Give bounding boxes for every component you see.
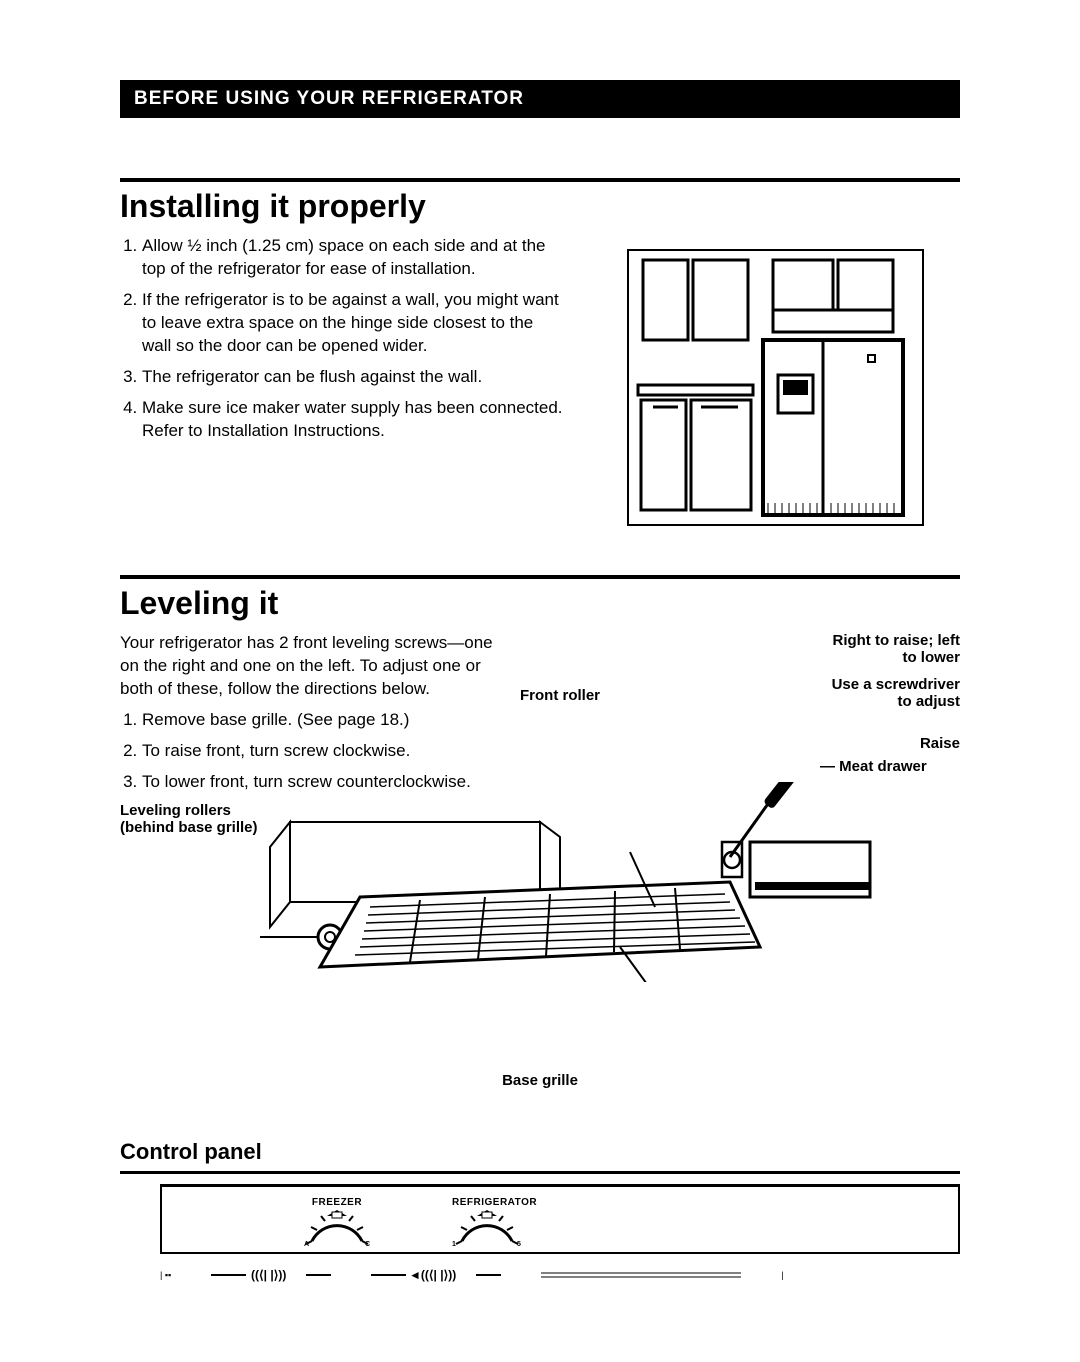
label-front-roller: Front roller: [520, 687, 600, 704]
install-list: Allow ½ inch (1.25 cm) space on each sid…: [120, 235, 566, 443]
install-item-3: The refrigerator can be flush against th…: [142, 366, 566, 389]
control-title: Control panel: [120, 1139, 960, 1165]
label-raise: Raise: [820, 735, 960, 752]
svg-text:◄((⟨| |⟩)): ◄((⟨| |⟩)): [409, 1268, 456, 1282]
strip-right-mark: |: [781, 1270, 783, 1280]
install-item-2: If the refrigerator is to be against a w…: [142, 289, 566, 358]
leveling-item-3-text: To lower front, turn screw counterclockw…: [142, 772, 471, 791]
header-title: BEFORE USING YOUR REFRIGERATOR: [134, 88, 524, 109]
label-meat-drawer: — Meat drawer: [820, 758, 960, 775]
install-item-1-text: Allow ½ inch (1.25 cm) space on each sid…: [142, 236, 546, 278]
install-title: Installing it properly: [120, 188, 960, 225]
leveling-item-2: To raise front, turn screw clockwise.: [142, 740, 506, 763]
strip-left-mark: | ▪▪: [160, 1270, 171, 1280]
install-item-1: Allow ½ inch (1.25 cm) space on each sid…: [142, 235, 566, 281]
label-base-grille: Base grille: [120, 1072, 960, 1089]
svg-text:C: C: [365, 1241, 370, 1246]
rule-control: [120, 1171, 960, 1174]
refrigerator-dial-group: REFRIGERATOR 1 5: [452, 1197, 537, 1252]
leveling-intro: Your refrigerator has 2 front leveling s…: [120, 632, 506, 701]
leveling-item-3: To lower front, turn screw counterclockw…: [142, 771, 506, 794]
leveling-item-1: Remove base grille. (See page 18.): [142, 709, 506, 732]
freezer-dial-icon: A C: [302, 1208, 372, 1246]
svg-text:((⟨| |⟩)): ((⟨| |⟩)): [251, 1268, 286, 1282]
install-item-4: Make sure ice maker water supply has bee…: [142, 397, 566, 443]
label-leveling-rollers: Leveling rollers (behind base grille): [120, 802, 270, 836]
freezer-label: FREEZER: [302, 1197, 372, 1208]
install-item-3-text: The refrigerator can be flush against th…: [142, 367, 482, 386]
leveling-item-1-text: Remove base grille. (See page 18.): [142, 710, 409, 729]
leveling-item-2-text: To raise front, turn screw clockwise.: [142, 741, 410, 760]
base-illustration-icon: [260, 782, 900, 982]
label-right-raise: Right to raise; left to lower: [820, 632, 960, 666]
leveling-list: Remove base grille. (See page 18.) To ra…: [120, 709, 506, 794]
rule-install: [120, 178, 960, 182]
kitchen-illustration-icon: [623, 235, 933, 535]
rule-leveling: [120, 575, 960, 579]
strip-dial-2-icon: ◄((⟨| |⟩)): [371, 1266, 501, 1284]
header-bar: BEFORE USING YOUR REFRIGERATOR: [120, 80, 960, 118]
freezer-dial-group: FREEZER A C: [302, 1197, 372, 1252]
svg-text:A: A: [304, 1241, 309, 1246]
svg-text:5: 5: [517, 1241, 521, 1246]
control-panel-box: FREEZER A C REFRIGERATOR: [160, 1184, 960, 1254]
install-item-2-text: If the refrigerator is to be against a w…: [142, 290, 559, 355]
svg-text:1: 1: [452, 1241, 456, 1246]
strip-lines-icon: [541, 1270, 741, 1280]
refrigerator-dial-icon: 1 5: [452, 1208, 522, 1246]
label-screwdriver: Use a screwdriver to adjust: [820, 676, 960, 710]
strip-dial-1-icon: ((⟨| |⟩)): [211, 1266, 331, 1284]
bottom-strip: | ▪▪ ((⟨| |⟩)) ◄((⟨| |⟩)) |: [160, 1266, 960, 1284]
install-item-4-text: Make sure ice maker water supply has bee…: [142, 398, 563, 440]
leveling-title: Leveling it: [120, 585, 960, 622]
refrigerator-label: REFRIGERATOR: [452, 1197, 537, 1208]
